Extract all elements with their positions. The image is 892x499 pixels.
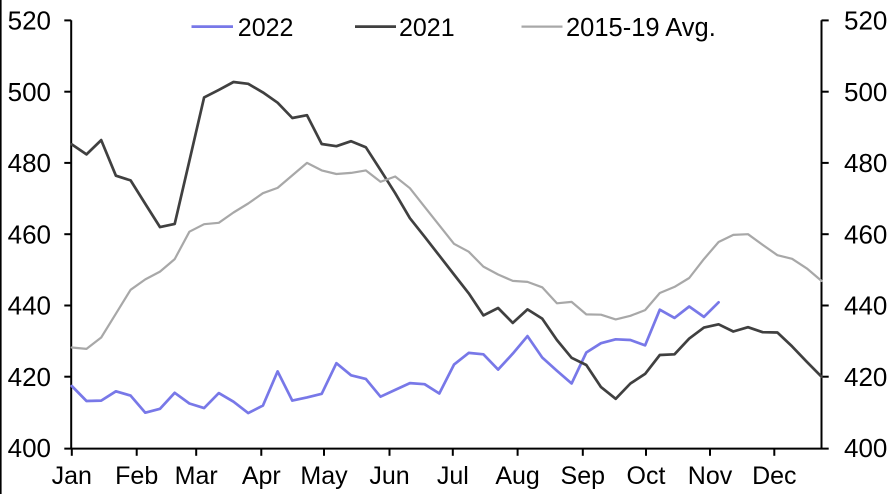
svg-text:460: 460 bbox=[8, 219, 51, 249]
svg-text:400: 400 bbox=[8, 433, 51, 463]
svg-text:Sep: Sep bbox=[561, 462, 605, 490]
svg-text:Oct: Oct bbox=[627, 462, 666, 490]
svg-text:420: 420 bbox=[8, 362, 51, 392]
svg-text:Aug: Aug bbox=[495, 462, 539, 490]
svg-text:440: 440 bbox=[844, 291, 887, 321]
svg-text:May: May bbox=[300, 462, 348, 490]
svg-text:Jul: Jul bbox=[437, 462, 469, 490]
svg-text:Nov: Nov bbox=[688, 462, 733, 490]
svg-text:2022: 2022 bbox=[238, 14, 294, 42]
svg-text:Feb: Feb bbox=[115, 462, 158, 490]
svg-text:500: 500 bbox=[844, 77, 887, 107]
svg-text:500: 500 bbox=[8, 77, 51, 107]
svg-text:2015-19 Avg.: 2015-19 Avg. bbox=[566, 14, 716, 42]
svg-text:2021: 2021 bbox=[399, 14, 455, 42]
svg-text:Dec: Dec bbox=[752, 462, 796, 490]
svg-text:480: 480 bbox=[8, 148, 51, 178]
svg-text:Jun: Jun bbox=[369, 462, 409, 490]
svg-text:520: 520 bbox=[8, 6, 51, 36]
svg-text:520: 520 bbox=[844, 6, 887, 36]
svg-text:440: 440 bbox=[8, 291, 51, 321]
svg-text:480: 480 bbox=[844, 148, 887, 178]
svg-text:Mar: Mar bbox=[175, 462, 218, 490]
svg-text:400: 400 bbox=[844, 433, 887, 463]
svg-text:Apr: Apr bbox=[242, 462, 281, 490]
svg-text:420: 420 bbox=[844, 362, 887, 392]
svg-text:460: 460 bbox=[844, 219, 887, 249]
svg-text:Jan: Jan bbox=[52, 462, 92, 490]
